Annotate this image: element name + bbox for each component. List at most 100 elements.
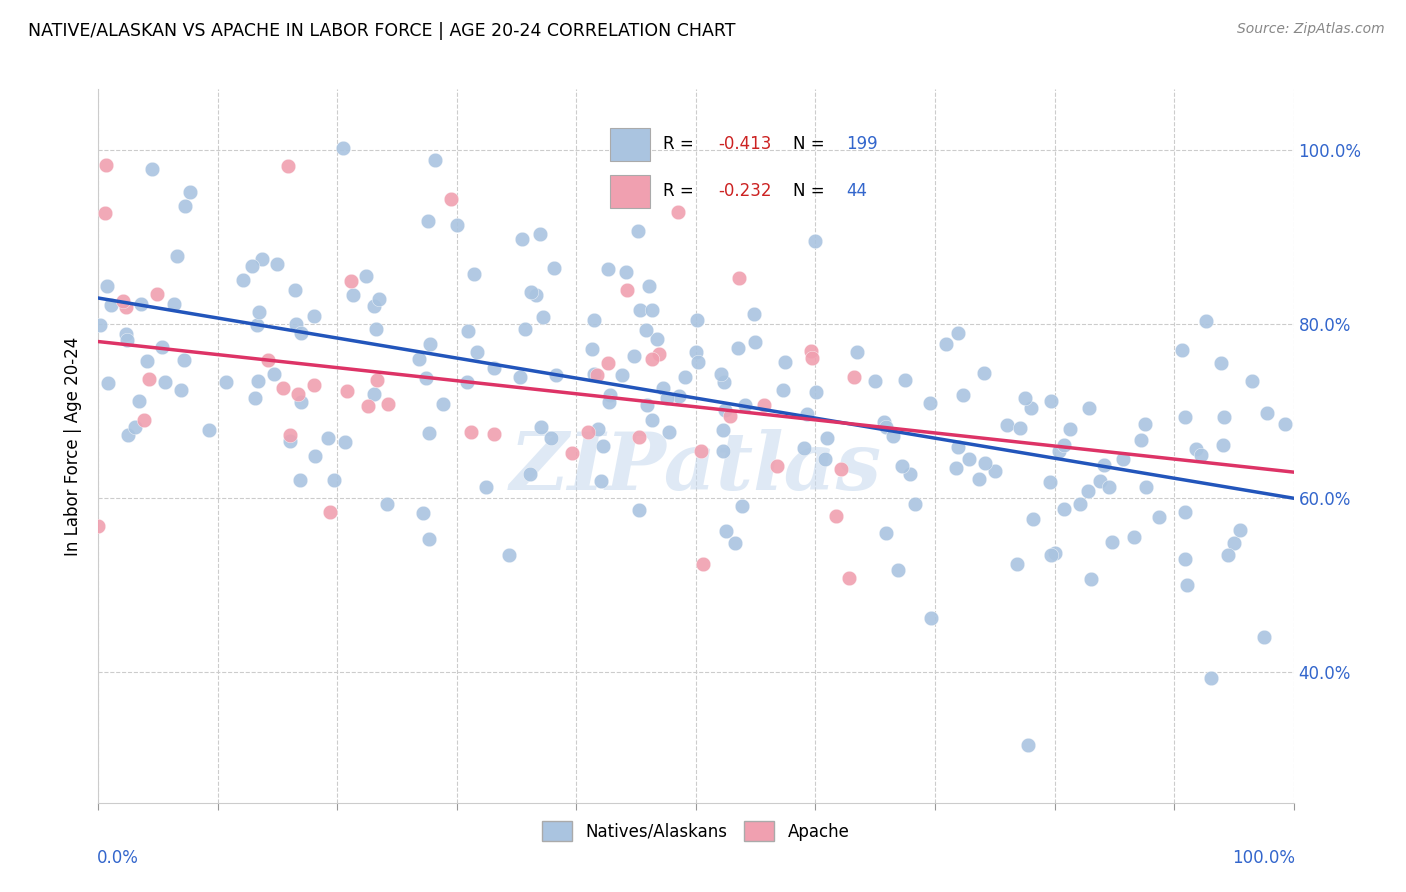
Point [714, 524, 737, 538]
Point [1053, 437, 1076, 451]
Point [243, 392, 266, 406]
Point [952, 388, 974, 402]
Point [583, 368, 606, 382]
Point [302, 309, 325, 323]
Point [1019, 401, 1042, 415]
Point [440, 192, 463, 206]
Point [973, 366, 995, 380]
Point [814, 452, 837, 467]
Point [366, 373, 388, 387]
Point [100, 298, 122, 312]
Point [804, 235, 827, 249]
Point [842, 370, 865, 384]
Point [882, 429, 904, 443]
Point [302, 378, 325, 392]
Point [724, 536, 747, 550]
Point [290, 394, 312, 409]
Point [285, 317, 308, 331]
Point [894, 373, 917, 387]
Point [263, 367, 285, 381]
Point [651, 381, 673, 395]
Point [323, 473, 346, 487]
Point [995, 417, 1018, 432]
Point [581, 342, 603, 356]
Point [658, 425, 681, 440]
Point [524, 287, 547, 301]
Point [519, 285, 541, 299]
Point [865, 374, 887, 388]
Point [800, 351, 823, 366]
Point [589, 474, 612, 488]
Text: Source: ZipAtlas.com: Source: ZipAtlas.com [1237, 22, 1385, 37]
Point [141, 161, 163, 176]
Point [543, 260, 565, 275]
Point [533, 310, 555, 324]
Point [875, 420, 897, 434]
Point [115, 333, 138, 347]
Point [179, 185, 201, 199]
Point [423, 153, 446, 168]
Point [845, 345, 868, 359]
Point [415, 371, 437, 385]
Point [250, 252, 273, 266]
Point [277, 159, 299, 173]
Point [1014, 391, 1036, 405]
Point [714, 403, 737, 417]
Point [689, 443, 711, 458]
Point [153, 375, 176, 389]
Point [655, 391, 678, 405]
Point [357, 400, 380, 414]
Text: 100.0%: 100.0% [1232, 849, 1295, 867]
Point [830, 461, 852, 475]
Point [173, 353, 195, 368]
Point [1216, 548, 1239, 562]
Point [592, 439, 614, 453]
Point [1101, 535, 1123, 549]
Point [266, 257, 288, 271]
Text: 0.0%: 0.0% [97, 849, 139, 867]
Text: -0.413: -0.413 [718, 135, 772, 153]
Point [232, 273, 254, 287]
Point [318, 431, 340, 445]
Point [529, 227, 551, 241]
Point [1069, 497, 1091, 511]
Point [627, 429, 650, 443]
Point [946, 326, 969, 340]
Point [614, 264, 637, 278]
Point [734, 398, 756, 412]
Point [1039, 475, 1062, 489]
Point [1005, 558, 1028, 572]
Text: 44: 44 [846, 182, 868, 200]
Point [824, 508, 846, 523]
Text: R =: R = [662, 182, 699, 200]
Point [616, 283, 638, 297]
FancyBboxPatch shape [610, 175, 650, 208]
Point [136, 353, 159, 368]
Point [1229, 523, 1251, 537]
Point [408, 352, 430, 367]
Point [772, 384, 794, 398]
Point [124, 419, 146, 434]
Point [482, 426, 505, 441]
Point [166, 248, 188, 262]
Point [576, 425, 599, 439]
Point [945, 461, 967, 475]
Point [128, 394, 150, 409]
Point [456, 375, 478, 389]
Point [692, 558, 714, 572]
Point [1240, 374, 1263, 388]
Point [498, 548, 520, 562]
Point [197, 423, 219, 437]
Point [288, 473, 311, 487]
Point [766, 459, 789, 474]
Point [641, 302, 664, 317]
Point [1053, 501, 1076, 516]
Point [638, 278, 661, 293]
Point [332, 141, 354, 155]
Point [1098, 480, 1121, 494]
Point [1195, 314, 1218, 328]
Point [1213, 410, 1236, 425]
Point [727, 270, 749, 285]
Point [969, 472, 991, 486]
Point [1130, 433, 1153, 447]
